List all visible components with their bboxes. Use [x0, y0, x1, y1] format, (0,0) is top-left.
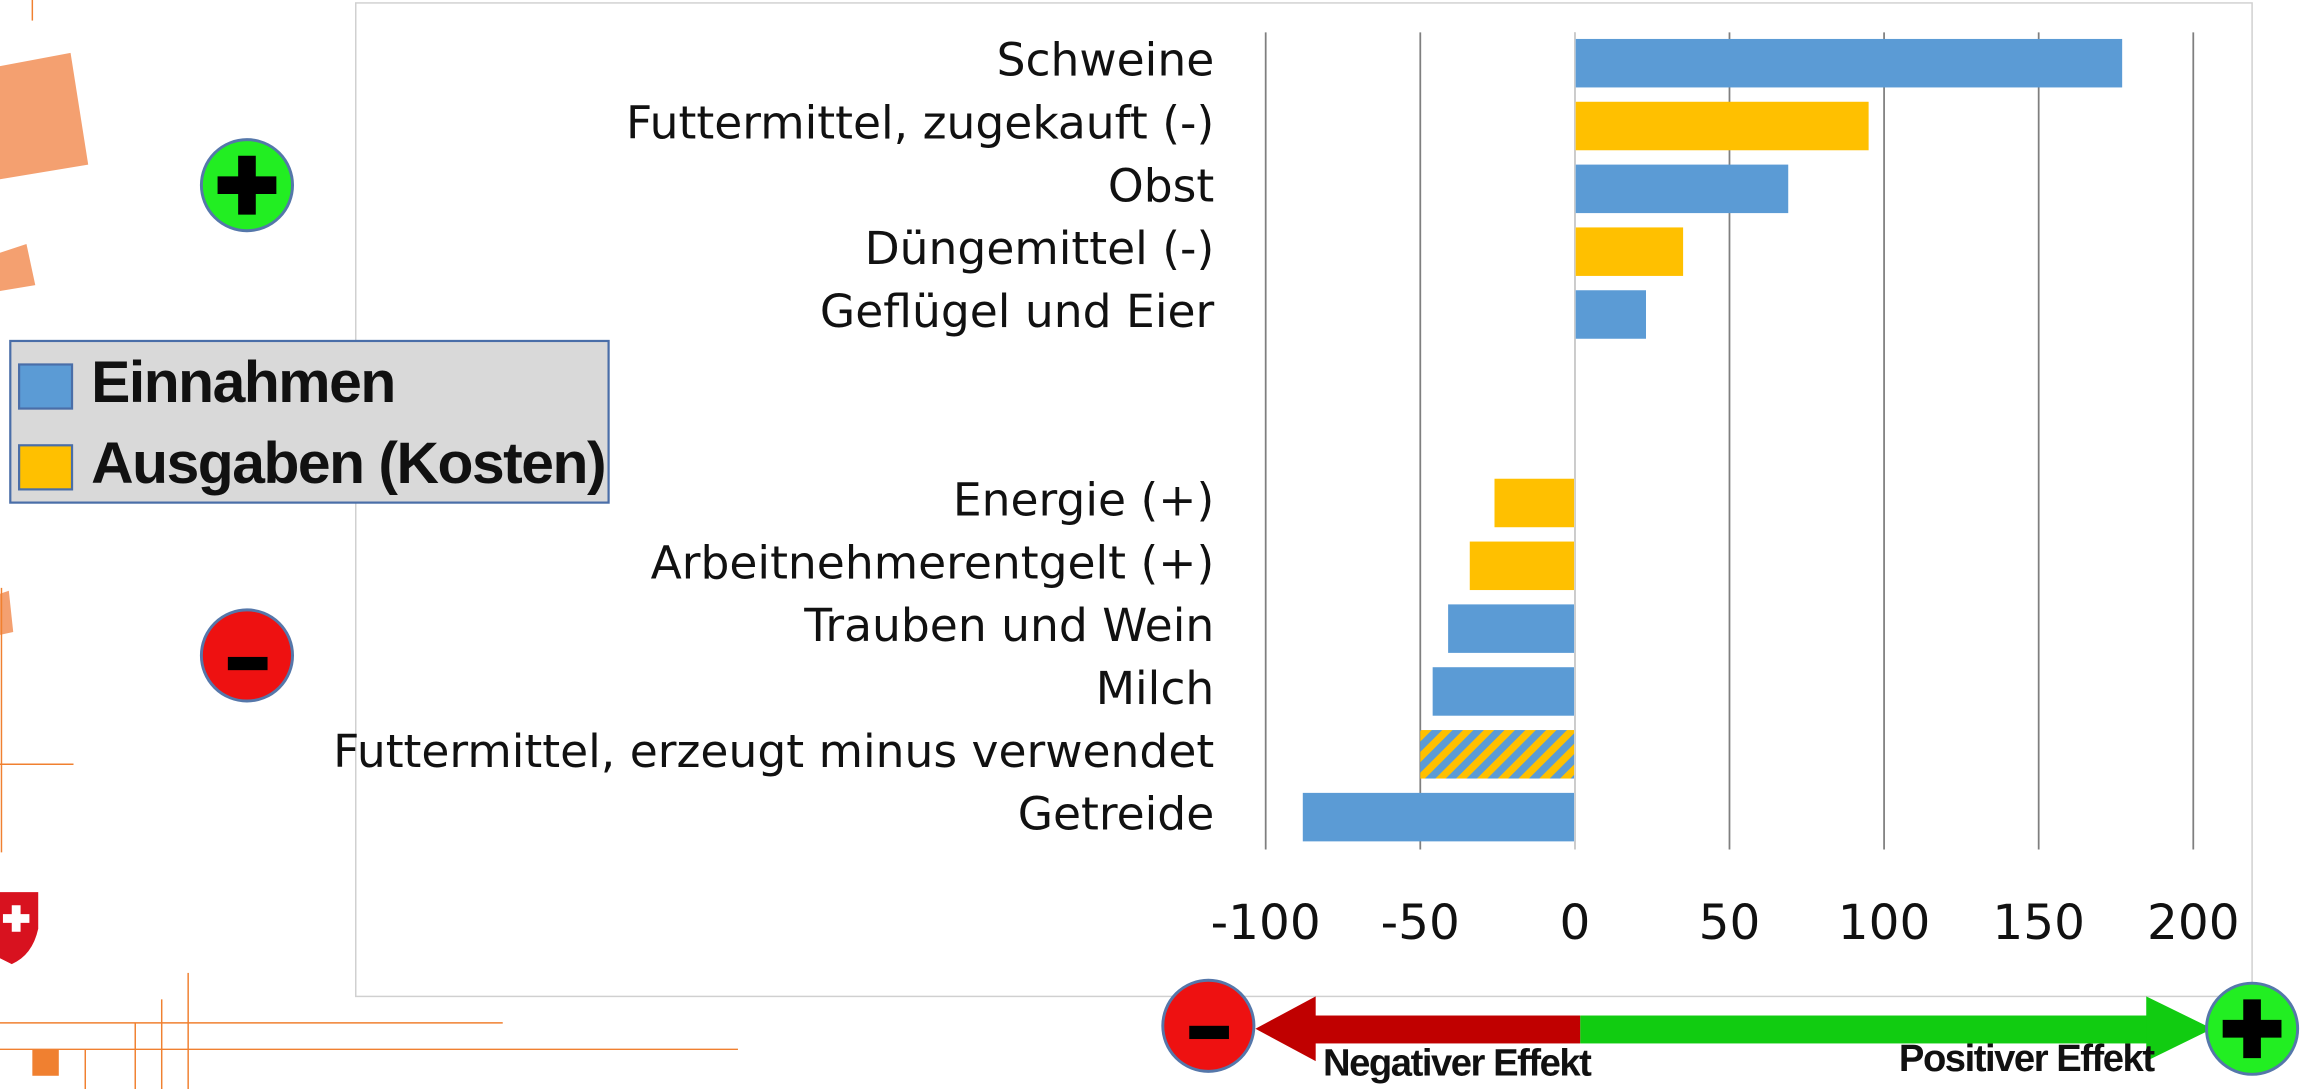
category-label: Obst	[1108, 159, 1214, 212]
category-label: Futtermittel, erzeugt minus verwendet	[333, 725, 1214, 778]
x-tick-label: 100	[1838, 895, 1931, 951]
legend-label: Einnahmen	[91, 350, 395, 415]
category-label: Trauben und Wein	[803, 599, 1214, 652]
legend-swatch	[19, 364, 72, 408]
minus-icon	[201, 610, 292, 701]
category-label: Geflügel und Eier	[820, 285, 1215, 338]
x-tick-label: 50	[1699, 895, 1761, 951]
plus-icon	[201, 140, 292, 231]
plot-frame	[356, 3, 2252, 996]
x-tick-label: 200	[2147, 895, 2240, 951]
category-label: Düngemittel (-)	[865, 222, 1215, 275]
bar	[1575, 290, 1646, 338]
chart: -100 -50 0 50 100 150 200 Schweine Futtermittel,…	[0, 0, 2305, 1089]
category-label: Schweine	[997, 34, 1215, 87]
bar	[1575, 165, 1788, 213]
bar	[1575, 227, 1683, 275]
negative-label: Negativer Effekt	[1323, 1042, 1592, 1085]
positive-label: Positiver Effekt	[1899, 1037, 2155, 1080]
category-label: Energie (+)	[953, 473, 1214, 526]
x-tick-label: 0	[1559, 895, 1590, 951]
bar	[1575, 39, 2122, 87]
category-label: Getreide	[1018, 788, 1215, 841]
category-label: Futtermittel, zugekauft (-)	[626, 97, 1214, 150]
x-tick-label: -50	[1381, 895, 1460, 951]
x-tick-label: 150	[1992, 895, 2085, 951]
legend-swatch	[19, 445, 72, 489]
bar	[1470, 542, 1575, 590]
category-label: Milch	[1096, 662, 1215, 715]
bar	[1448, 604, 1575, 652]
bar	[1303, 793, 1575, 841]
category-label: Arbeitnehmerentgelt (+)	[651, 536, 1215, 589]
x-tick-label: -100	[1211, 895, 1321, 951]
bar	[1575, 102, 1869, 150]
bar	[1433, 667, 1575, 715]
bar	[1420, 730, 1575, 778]
legend-label: Ausgaben (Kosten)	[91, 431, 605, 496]
bar	[1494, 479, 1574, 527]
